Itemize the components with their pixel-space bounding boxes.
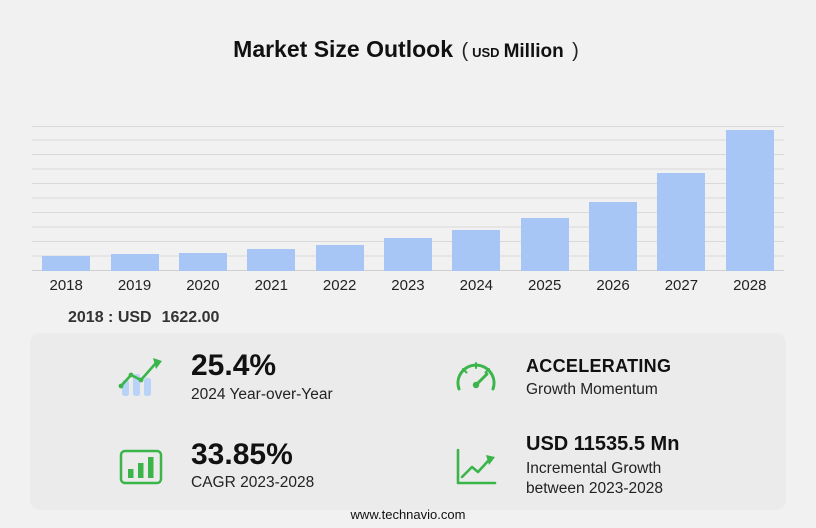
yoy-bar-growth-icon bbox=[115, 353, 167, 401]
title-text: Market Size Outlook bbox=[233, 36, 453, 62]
speedometer-icon bbox=[450, 353, 502, 401]
stats-grid: 25.4% 2024 Year-over-Year ACC bbox=[30, 333, 786, 510]
title-unit-open: ( bbox=[461, 40, 469, 62]
bar-2019 bbox=[110, 254, 159, 271]
title-unit-currency: USD bbox=[472, 45, 500, 60]
page-title: Market Size Outlook (USD Million ) bbox=[0, 36, 816, 63]
baseline-annotation: 2018 : USD 1622.00 bbox=[68, 309, 219, 327]
x-tick-2025: 2025 bbox=[528, 277, 562, 294]
bar-2023 bbox=[383, 238, 432, 271]
stat-value-momentum: ACCELERATING bbox=[526, 355, 672, 376]
bar-2025 bbox=[520, 218, 569, 271]
title-unit-word: Million bbox=[503, 41, 564, 62]
footer-url: www.technavio.com bbox=[350, 507, 466, 522]
bar-2018 bbox=[42, 255, 91, 271]
x-tick-2027: 2027 bbox=[664, 277, 699, 294]
x-tick-2024: 2024 bbox=[459, 277, 494, 294]
x-tick-2018: 2018 bbox=[49, 277, 83, 294]
x-tick-2019: 2019 bbox=[117, 277, 152, 294]
bar-2021 bbox=[247, 249, 296, 271]
x-axis-labels: 2018 2019 2020 2021 2022 2023 2024 2025 2026 2027… bbox=[32, 277, 784, 294]
bar-2027 bbox=[657, 172, 706, 271]
stat-value-cagr: 33.85% bbox=[191, 437, 293, 471]
x-tick-2020: 2020 bbox=[186, 277, 220, 294]
stat-yoy-growth: 25.4% 2024 Year-over-Year bbox=[115, 333, 450, 422]
cagr-bar-chart-icon bbox=[115, 442, 167, 490]
stat-label-yoy: 2024 Year-over-Year bbox=[191, 385, 333, 403]
bar-series bbox=[32, 126, 784, 271]
bar-2020 bbox=[178, 252, 227, 271]
stat-growth-momentum: ACCELERATING Growth Momentum bbox=[450, 333, 786, 422]
market-size-bar-chart bbox=[32, 126, 784, 271]
stat-label-momentum: Growth Momentum bbox=[526, 380, 658, 398]
bar-2028 bbox=[725, 130, 774, 271]
x-tick-2022: 2022 bbox=[322, 277, 357, 294]
annotation-label: 2018 : USD bbox=[68, 309, 152, 326]
stat-label-cagr: CAGR 2023-2028 bbox=[191, 474, 315, 492]
bar-2022 bbox=[315, 244, 364, 271]
bar-2026 bbox=[589, 201, 638, 271]
x-tick-2021: 2021 bbox=[254, 277, 288, 294]
stats-panel: 25.4% 2024 Year-over-Year ACC bbox=[30, 333, 786, 510]
title-unit-close: ) bbox=[572, 40, 579, 62]
stat-cagr: 33.85% CAGR 2023-2028 bbox=[115, 422, 450, 511]
x-tick-2026: 2026 bbox=[596, 277, 630, 294]
stat-label-incremental: Incremental Growth between 2023-2028 bbox=[526, 460, 664, 497]
stat-value-yoy: 25.4% bbox=[191, 349, 277, 383]
annotation-value: 1622.00 bbox=[161, 309, 220, 326]
bar-2024 bbox=[452, 229, 501, 271]
x-tick-2023: 2023 bbox=[391, 277, 425, 294]
stat-value-incremental: USD 11535.5 Mn bbox=[526, 433, 680, 456]
x-tick-2028: 2028 bbox=[733, 277, 767, 294]
stat-incremental-growth: USD 11535.5 Mn Incremental Growth betwee… bbox=[450, 422, 786, 511]
incremental-growth-arrow-icon bbox=[450, 442, 502, 490]
